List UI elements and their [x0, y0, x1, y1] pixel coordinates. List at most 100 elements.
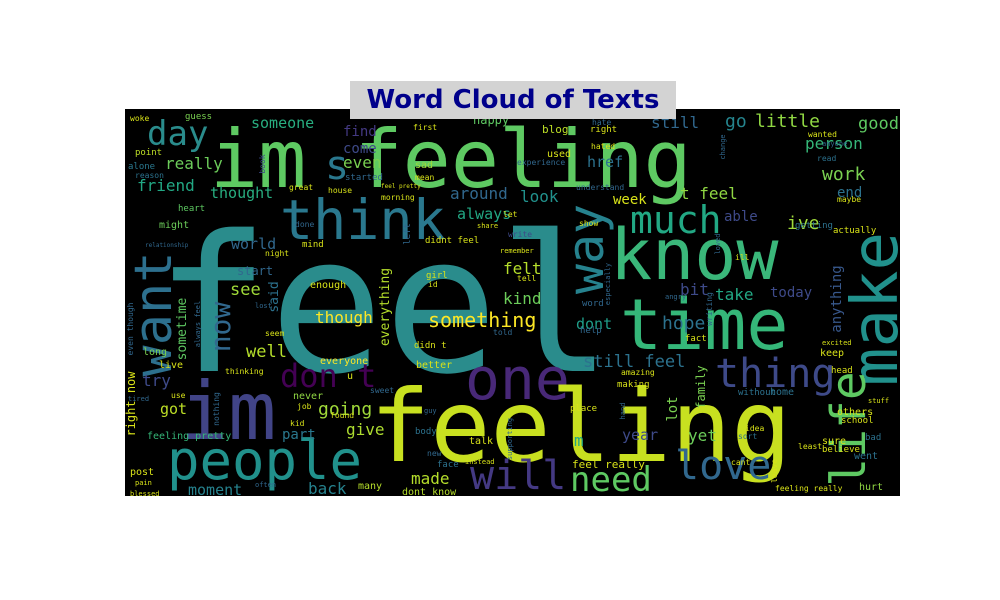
cloud-word-mean: mean [415, 173, 434, 182]
cloud-word-kind: kind [503, 289, 542, 308]
cloud-word-thinking: thinking [225, 367, 264, 376]
cloud-word-hated: hated [591, 142, 615, 151]
cloud-word-lost: lost [255, 302, 272, 310]
chart-title: Word Cloud of Texts [350, 81, 676, 119]
cloud-word-first: first [413, 123, 437, 132]
cloud-word-something: something [428, 308, 536, 332]
cloud-word-life: life [821, 371, 877, 487]
cloud-word-find: find [343, 124, 377, 140]
cloud-word-amazing: amazing [621, 368, 655, 377]
cloud-word-fact: fact [685, 334, 707, 344]
cloud-word-everyone: everyone [320, 356, 368, 367]
cloud-word-ill: ill [735, 253, 750, 262]
cloud-word-let: let [503, 210, 518, 219]
cloud-word-feel-pretty: feel pretty [381, 183, 421, 190]
cloud-word-kid: kid [290, 419, 305, 428]
cloud-word-angry: angry [665, 293, 686, 301]
cloud-word-wanted: wanted [808, 130, 837, 139]
cloud-word-guy: guy [424, 407, 437, 415]
cloud-word-start: start [237, 264, 273, 278]
cloud-word-much: much [630, 198, 722, 242]
cloud-word-post: post [130, 467, 154, 478]
cloud-word-sweet: sweet [370, 386, 394, 395]
cloud-word-m: m [574, 431, 584, 450]
cloud-word-school: school [841, 416, 874, 426]
cloud-word-mind: mind [302, 240, 324, 250]
cloud-word-said: said [267, 281, 282, 312]
cloud-word-without: without [738, 388, 776, 398]
cloud-word-love: love [675, 443, 771, 489]
cloud-word-enough: enough [310, 280, 346, 291]
cloud-word-didn-t: didn t [414, 341, 447, 351]
cloud-word-place: place [570, 404, 597, 414]
cloud-word-want: want [125, 251, 184, 376]
cloud-word-remember: remember [500, 247, 534, 255]
cloud-word-writing: writing [705, 292, 714, 326]
cloud-word-even: even [343, 153, 382, 172]
cloud-word-right-now: right now [125, 371, 138, 437]
cloud-word-id: id [428, 280, 438, 289]
cloud-word-new: new [427, 449, 442, 458]
cloud-word-better: better [416, 360, 452, 371]
cloud-word-little: little [755, 111, 820, 132]
cloud-word-word: word [582, 299, 604, 309]
cloud-word-though: though [315, 308, 373, 327]
cloud-word-time: time [620, 284, 789, 366]
cloud-word-people: people [167, 429, 362, 492]
cloud-word-anyone: anyone [822, 140, 847, 148]
cloud-word-long: long [143, 347, 167, 358]
cloud-word-alone: alone [128, 162, 155, 172]
cloud-word-take: take [715, 285, 754, 304]
cloud-word-head: head [831, 366, 853, 376]
cloud-word-actually: actually [833, 226, 877, 236]
cloud-word-read: read [817, 154, 836, 163]
cloud-word-will: will [470, 453, 566, 496]
cloud-word-give: give [346, 420, 385, 439]
cloud-word-live: live [159, 360, 183, 371]
cloud-word-leave: leave [770, 459, 779, 483]
cloud-word-excited: excited [822, 339, 852, 347]
cloud-word-told: told [493, 328, 512, 337]
cloud-word-always-feel: always feel [194, 301, 202, 347]
cloud-word-idea: idea [745, 424, 764, 433]
cloud-word-work: work [822, 164, 866, 185]
cloud-word-girl: girl [426, 271, 448, 281]
cloud-word-im-feeling: im feeling [210, 113, 692, 206]
cloud-word-feel-really: feel really [572, 458, 645, 471]
cloud-word-got: got [160, 400, 187, 418]
cloud-word-stuff: stuff [868, 397, 889, 405]
cloud-word-s: s [325, 143, 349, 189]
cloud-word-loved: loved [714, 233, 722, 254]
cloud-word-someone: someone [251, 114, 314, 132]
cloud-word-keep: keep [820, 348, 844, 359]
cloud-word-sure: sure [822, 436, 846, 447]
cloud-word-really: really [165, 154, 223, 173]
cloud-word-pain: pain [135, 479, 152, 487]
cloud-word-others: others [837, 407, 873, 418]
cloud-word-seem: seem [265, 329, 284, 338]
cloud-word-ive: ive [787, 213, 820, 234]
cloud-word-one: one [465, 345, 570, 413]
cloud-word-night: night [265, 249, 289, 258]
cloud-word-believe: believe [822, 445, 860, 455]
cloud-word-go: go [725, 111, 747, 132]
cloud-word-know: know [610, 214, 779, 296]
cloud-word-use: use [171, 391, 186, 400]
cloud-word-blog: blog [542, 123, 569, 136]
cloud-word-hate: hate [592, 118, 611, 127]
cloud-word-show: show [579, 219, 598, 228]
cloud-word-able: able [724, 209, 758, 225]
cloud-word-especially: especially [604, 263, 612, 305]
cloud-word-found: found [330, 411, 354, 420]
cloud-word-thought: thought [210, 184, 273, 202]
cloud-word-year: year [622, 426, 658, 444]
cloud-word-around: around [450, 184, 508, 203]
cloud-word-end: end [837, 185, 862, 201]
cloud-word-come: come [343, 141, 377, 157]
cloud-word-home: home [770, 387, 794, 398]
cloud-word-great: great [289, 183, 313, 192]
cloud-word-making: making [617, 380, 650, 390]
cloud-word-dont-know: dont know [402, 487, 457, 496]
cloud-word-guess: guess [185, 112, 212, 122]
cloud-word-made: made [411, 469, 450, 488]
